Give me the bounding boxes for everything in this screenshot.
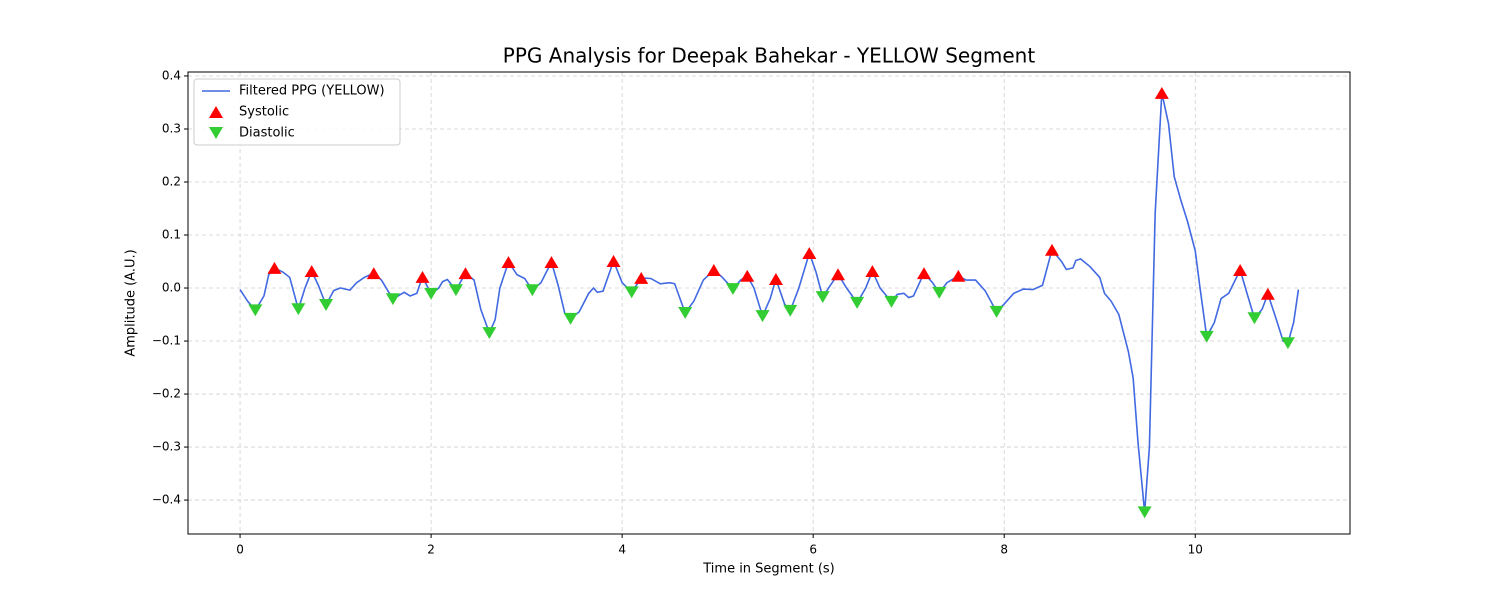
marker bbox=[678, 306, 693, 319]
legend-label: Filtered PPG (YELLOW) bbox=[239, 84, 385, 99]
x-tick-label: 0 bbox=[236, 543, 244, 557]
marker bbox=[624, 286, 639, 299]
marker bbox=[1247, 312, 1262, 325]
marker bbox=[366, 267, 381, 280]
marker bbox=[606, 255, 621, 267]
marker bbox=[989, 305, 1004, 318]
x-axis-label: Time in Segment (s) bbox=[702, 562, 834, 577]
legend-label: Diastolic bbox=[239, 126, 295, 141]
marker bbox=[1154, 86, 1169, 99]
marker bbox=[865, 265, 880, 278]
y-tick-label: 0.1 bbox=[162, 228, 181, 242]
marker bbox=[501, 256, 516, 268]
marker bbox=[815, 291, 830, 303]
data-line bbox=[239, 92, 1300, 513]
marker bbox=[884, 295, 899, 308]
marker bbox=[1280, 337, 1295, 350]
x-tick-label: 10 bbox=[1188, 543, 1203, 557]
marker bbox=[783, 304, 798, 317]
marker bbox=[525, 284, 540, 297]
marker bbox=[304, 265, 319, 278]
marker bbox=[725, 283, 740, 296]
x-tick-label: 6 bbox=[809, 543, 817, 557]
chart-title: PPG Analysis for Deepak Bahekar - YELLOW… bbox=[503, 44, 1036, 68]
y-tick-label: 0.3 bbox=[162, 121, 181, 135]
marker bbox=[916, 267, 931, 280]
marker bbox=[291, 303, 306, 316]
marker bbox=[1137, 506, 1152, 519]
marker bbox=[448, 284, 463, 297]
x-tick-label: 8 bbox=[1000, 543, 1008, 557]
marker bbox=[951, 269, 966, 282]
marker bbox=[544, 256, 559, 268]
marker bbox=[1260, 287, 1275, 300]
marker bbox=[458, 267, 473, 280]
y-axis-label: Amplitude (A.U.) bbox=[124, 249, 139, 356]
x-tick-label: 2 bbox=[427, 543, 435, 557]
marker bbox=[802, 247, 817, 259]
marker bbox=[850, 296, 865, 309]
legend-swatch bbox=[209, 106, 223, 118]
y-tick-label: −0.2 bbox=[152, 387, 181, 401]
marker bbox=[415, 270, 430, 283]
y-tick-label: 0.0 bbox=[162, 281, 181, 295]
y-tick-label: −0.1 bbox=[152, 334, 181, 348]
marker bbox=[563, 312, 578, 325]
plot-frame bbox=[187, 71, 1351, 535]
legend-box bbox=[193, 78, 401, 146]
marker bbox=[768, 273, 783, 285]
legend-swatch bbox=[209, 127, 223, 139]
y-tick-label: 0.4 bbox=[162, 68, 181, 82]
y-tick-label: −0.4 bbox=[152, 493, 181, 507]
legend-label: Systolic bbox=[239, 105, 289, 120]
marker bbox=[424, 287, 439, 300]
marker bbox=[319, 299, 334, 311]
marker bbox=[482, 327, 497, 340]
marker bbox=[706, 264, 721, 276]
y-tick-label: −0.3 bbox=[152, 440, 181, 454]
x-tick-label: 4 bbox=[618, 543, 626, 557]
marker bbox=[1199, 330, 1214, 343]
marker bbox=[1233, 264, 1248, 276]
marker bbox=[1044, 243, 1059, 256]
marker bbox=[831, 268, 846, 281]
y-tick-label: 0.2 bbox=[162, 175, 181, 189]
marker bbox=[248, 304, 263, 317]
marker bbox=[755, 310, 770, 323]
marker bbox=[740, 269, 755, 282]
marker bbox=[932, 286, 947, 299]
marker bbox=[634, 272, 649, 284]
marker bbox=[267, 261, 282, 274]
marker bbox=[385, 293, 400, 306]
